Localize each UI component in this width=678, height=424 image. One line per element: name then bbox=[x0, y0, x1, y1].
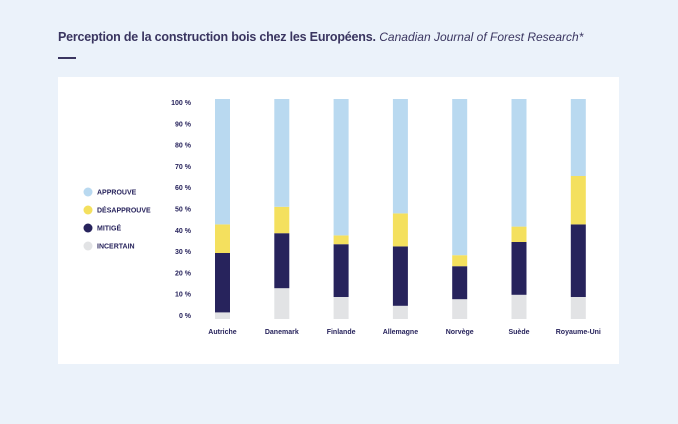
bar-segment-mitigé bbox=[452, 266, 468, 300]
bar-segment-approuve bbox=[333, 99, 349, 236]
legend-swatch bbox=[83, 223, 93, 233]
bar-segment-mitigé bbox=[333, 244, 349, 297]
y-tick-label: 90 % bbox=[175, 121, 192, 128]
bar-segment-approuve bbox=[274, 99, 290, 207]
x-tick-label: Danemark bbox=[265, 329, 299, 336]
title-underline bbox=[58, 57, 76, 59]
x-tick-label: Finlande bbox=[327, 329, 356, 336]
y-tick-label: 100 % bbox=[171, 100, 192, 107]
bar-segment-désapprouve bbox=[274, 206, 290, 234]
y-tick-label: 60 % bbox=[175, 185, 192, 192]
bar-segment-approuve bbox=[570, 99, 586, 176]
bar-segment-incertain bbox=[215, 312, 230, 319]
legend-label: APPROUVE bbox=[97, 190, 137, 197]
chart-title: Perception de la construction bois chez … bbox=[58, 30, 584, 44]
y-tick-label: 80 % bbox=[175, 143, 192, 150]
y-tick-label: 0 % bbox=[179, 313, 192, 320]
y-tick-label: 40 % bbox=[175, 228, 192, 235]
y-tick-label: 50 % bbox=[175, 207, 192, 214]
bar-segment-mitigé bbox=[392, 246, 408, 306]
bar-segment-désapprouve bbox=[215, 224, 230, 253]
legend-label: MITIGÉ bbox=[97, 224, 121, 233]
bar-segment-incertain bbox=[333, 297, 349, 319]
bar-segment-mitigé bbox=[570, 224, 586, 297]
bar-segment-approuve bbox=[511, 99, 527, 227]
x-tick-label: Autriche bbox=[208, 329, 237, 336]
bar-segment-incertain bbox=[570, 297, 586, 319]
y-tick-label: 70 % bbox=[175, 164, 192, 171]
legend-label: DÉSAPPROUVE bbox=[97, 206, 151, 215]
x-tick-label: Allemagne bbox=[383, 329, 419, 336]
bar-segment-incertain bbox=[392, 305, 408, 319]
y-tick-label: 10 % bbox=[175, 292, 192, 299]
bar-segment-désapprouve bbox=[511, 226, 527, 242]
bar-segment-incertain bbox=[274, 288, 290, 319]
chart-card: 0 % 10 % 20 % 30 % 40 % 50 % 60 % 70 % 80 % 90 % 1… bbox=[58, 77, 619, 364]
bar-segment-incertain bbox=[452, 299, 468, 319]
bar-segment-désapprouve bbox=[452, 255, 468, 267]
bar-segment-mitigé bbox=[511, 242, 527, 295]
y-tick-label: 30 % bbox=[175, 249, 192, 256]
bar-segment-désapprouve bbox=[333, 235, 349, 245]
bar-segment-mitigé bbox=[274, 233, 290, 289]
legend-swatch bbox=[83, 241, 93, 251]
bar-segment-incertain bbox=[511, 294, 527, 319]
x-tick-label: Norvège bbox=[446, 329, 474, 336]
legend-swatch bbox=[83, 205, 93, 215]
bar-segment-désapprouve bbox=[392, 213, 408, 247]
bar-segment-approuve bbox=[392, 99, 408, 214]
x-tick-label: Royaume-Uni bbox=[556, 329, 601, 336]
legend-swatch bbox=[83, 187, 93, 197]
y-tick-label: 20 % bbox=[175, 270, 192, 277]
legend-label: INCERTAIN bbox=[97, 244, 135, 251]
chart-source: Canadian Journal of Forest Research* bbox=[379, 30, 584, 44]
stacked-bar-chart: 0 % 10 % 20 % 30 % 40 % 50 % 60 % 70 % 80 % 90 % 1… bbox=[83, 99, 601, 336]
bar-segment-approuve bbox=[452, 99, 468, 256]
bar-segment-approuve bbox=[215, 99, 230, 225]
x-tick-label: Suède bbox=[508, 329, 529, 336]
bar-segment-désapprouve bbox=[570, 176, 586, 225]
bar-segment-mitigé bbox=[215, 253, 230, 313]
